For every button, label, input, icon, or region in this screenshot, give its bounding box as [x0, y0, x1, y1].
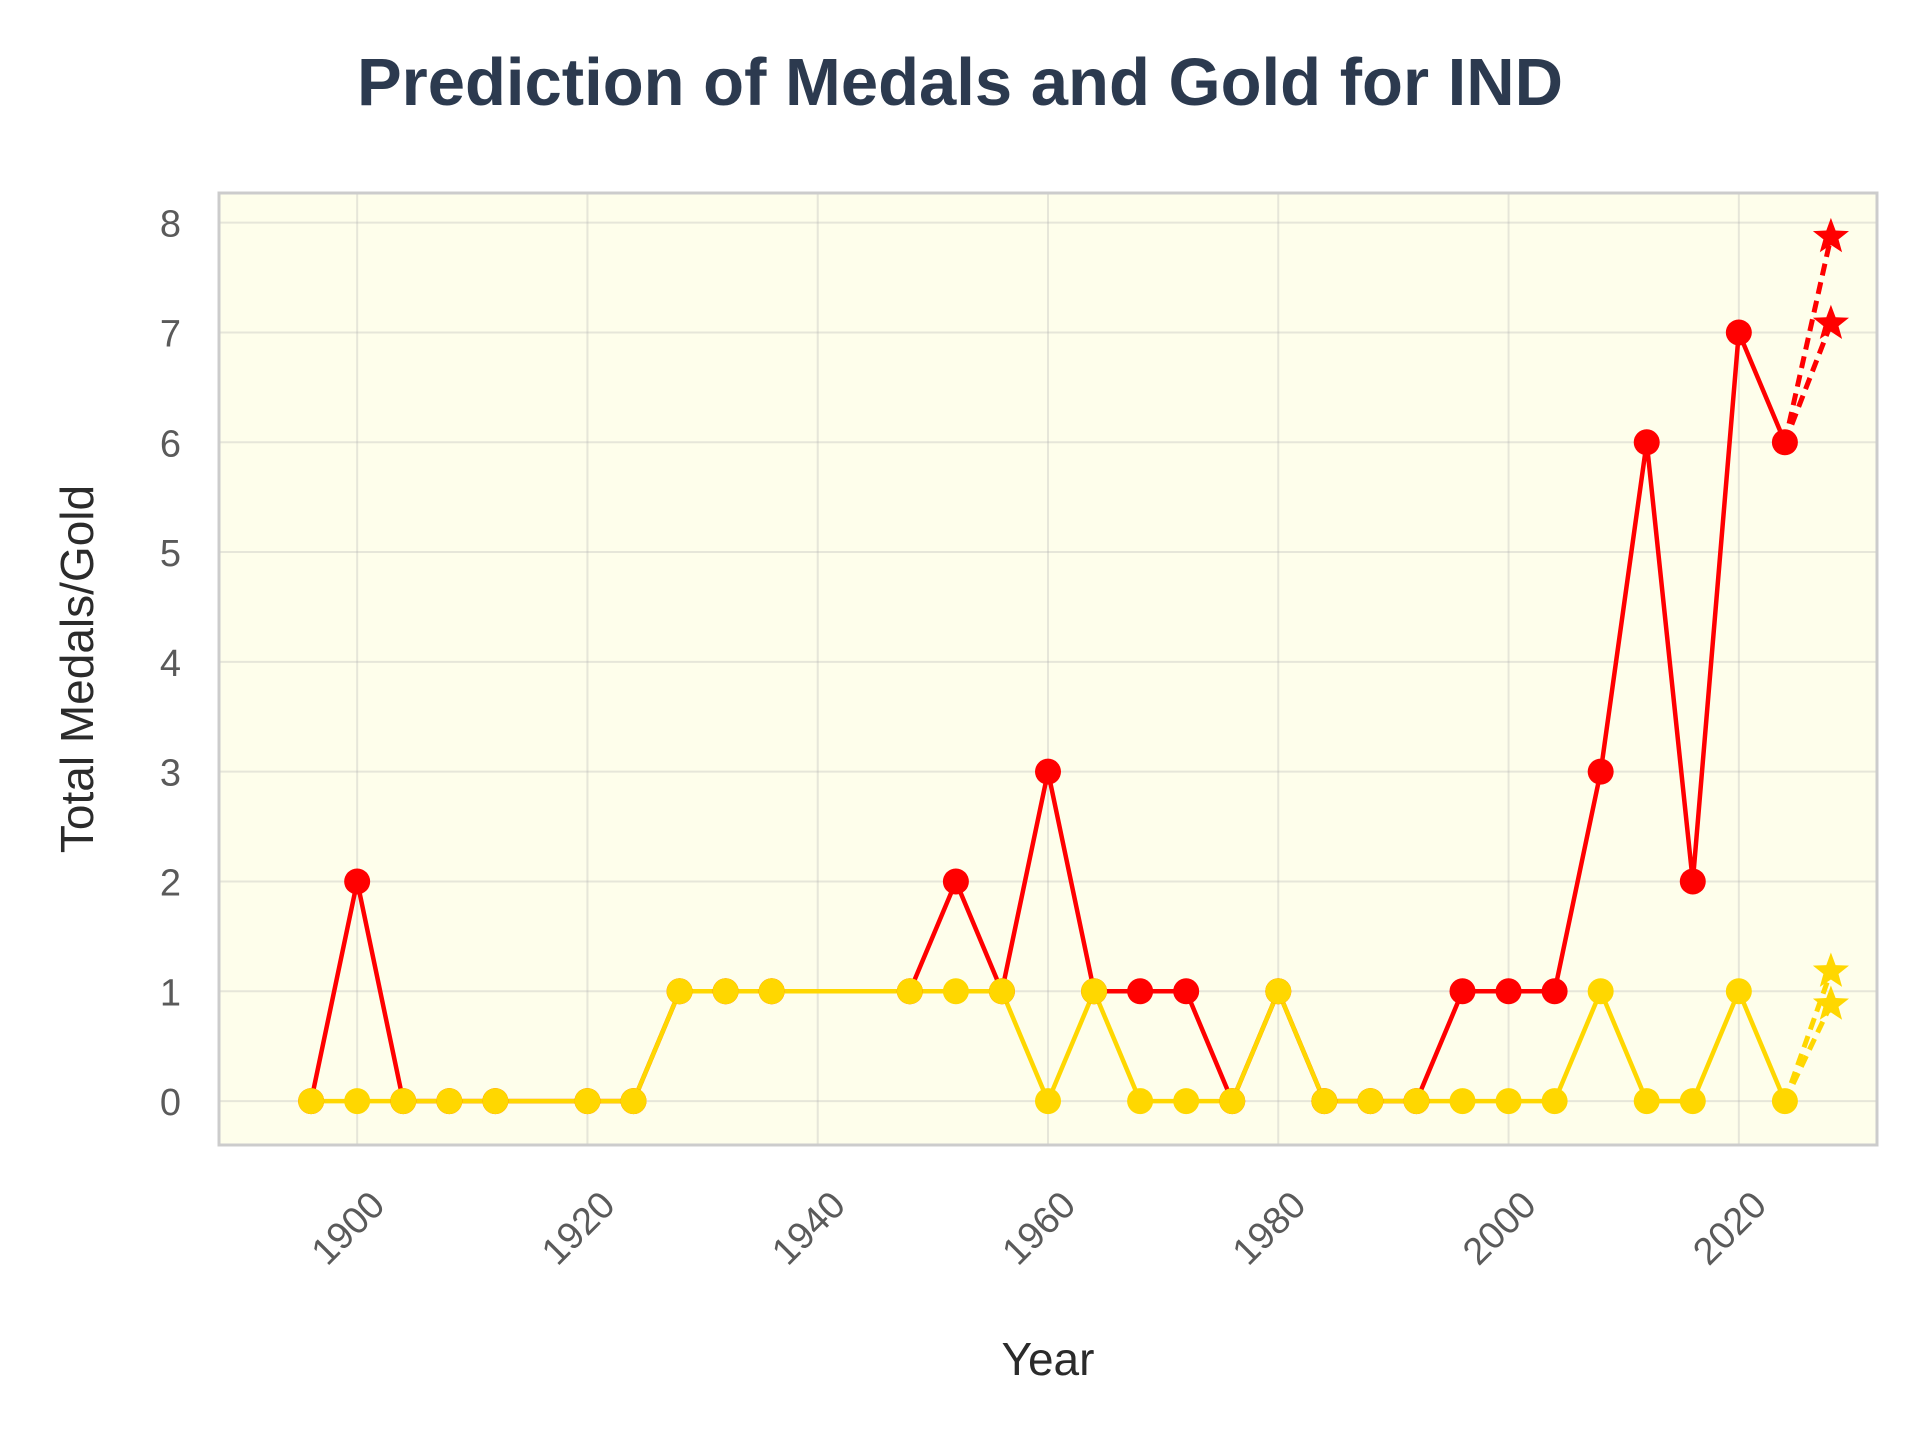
data-point: [574, 1088, 601, 1115]
y-tick-label: 7: [160, 313, 181, 355]
data-point: [1541, 978, 1568, 1005]
x-tick-label: 1900: [304, 1184, 393, 1273]
data-point: [1173, 978, 1200, 1005]
data-point: [1495, 1088, 1522, 1115]
data-point: [1035, 1088, 1061, 1115]
x-tick-label: 1940: [764, 1184, 853, 1273]
data-point: [390, 1088, 417, 1115]
data-point: [666, 978, 693, 1005]
data-point: [482, 1088, 509, 1115]
data-point: [620, 1088, 647, 1115]
data-point: [1633, 1088, 1660, 1115]
data-point: [1127, 978, 1154, 1005]
data-point: [1449, 978, 1476, 1005]
data-point: [1311, 1088, 1338, 1115]
data-point: [758, 978, 785, 1005]
plot-frame: [217, 191, 1879, 1147]
data-point: [896, 978, 923, 1005]
data-point: [436, 1088, 463, 1115]
data-point: [1403, 1088, 1430, 1115]
data-point: [1633, 429, 1660, 456]
data-point: [1081, 978, 1108, 1005]
y-axis-label: Total Medals/Gold: [51, 485, 103, 853]
y-tick-label: 0: [160, 1082, 181, 1124]
x-tick-label: 1960: [995, 1184, 1084, 1273]
data-point: [344, 1088, 371, 1115]
y-tick-label: 5: [160, 533, 181, 575]
chart-title: Prediction of Medals and Gold for IND: [356, 45, 1564, 120]
x-tick-label: 2000: [1455, 1184, 1544, 1273]
prediction-line: [1782, 236, 1834, 443]
prediction-line: [1782, 322, 1834, 444]
y-tick-label: 3: [160, 753, 181, 795]
y-tick-label: 6: [160, 423, 181, 465]
data-point: [1219, 1088, 1246, 1115]
y-tick-labels: 0 1 2 3 4 5 6 7 8: [160, 204, 181, 1124]
data-point: [942, 978, 969, 1005]
data-point: [712, 978, 739, 1005]
x-tick-label: 1980: [1225, 1184, 1314, 1273]
prediction-star: [1812, 304, 1849, 339]
data-point: [1127, 1088, 1154, 1115]
prediction-star: [1812, 217, 1849, 253]
data-point: [1449, 1088, 1476, 1115]
data-markers: [298, 217, 1849, 1115]
prediction-star: [1812, 952, 1849, 987]
data-point: [1035, 758, 1061, 785]
x-tick-label: 1920: [534, 1184, 623, 1273]
data-point: [1725, 319, 1752, 346]
x-tick-labels: 1900 1920 1940 1960 1980 2000 2020: [304, 1184, 1775, 1273]
data-point: [1587, 978, 1614, 1005]
data-point: [1357, 1088, 1384, 1115]
y-tick-label: 2: [160, 862, 181, 904]
data-point: [298, 1088, 325, 1115]
data-point: [1541, 1088, 1568, 1115]
y-tick-label: 4: [160, 643, 181, 685]
series-lines: [308, 236, 1834, 1104]
data-point: [1679, 1088, 1706, 1115]
data-point: [1725, 978, 1752, 1005]
data-point: [1679, 868, 1706, 895]
series-line: [311, 989, 1787, 1104]
data-point: [1771, 1088, 1798, 1115]
x-axis-label: Year: [1002, 1333, 1095, 1385]
data-point: [1173, 1088, 1200, 1115]
y-tick-label: 1: [160, 972, 181, 1014]
data-point: [1771, 429, 1798, 456]
data-point: [344, 868, 371, 895]
y-tick-label: 8: [160, 204, 181, 246]
x-tick-label: 2020: [1685, 1184, 1774, 1273]
data-point: [1587, 758, 1614, 785]
data-point: [1265, 978, 1292, 1005]
data-point: [942, 868, 969, 895]
data-point: [1495, 978, 1522, 1005]
prediction-star: [1812, 985, 1849, 1020]
data-point: [988, 978, 1015, 1005]
